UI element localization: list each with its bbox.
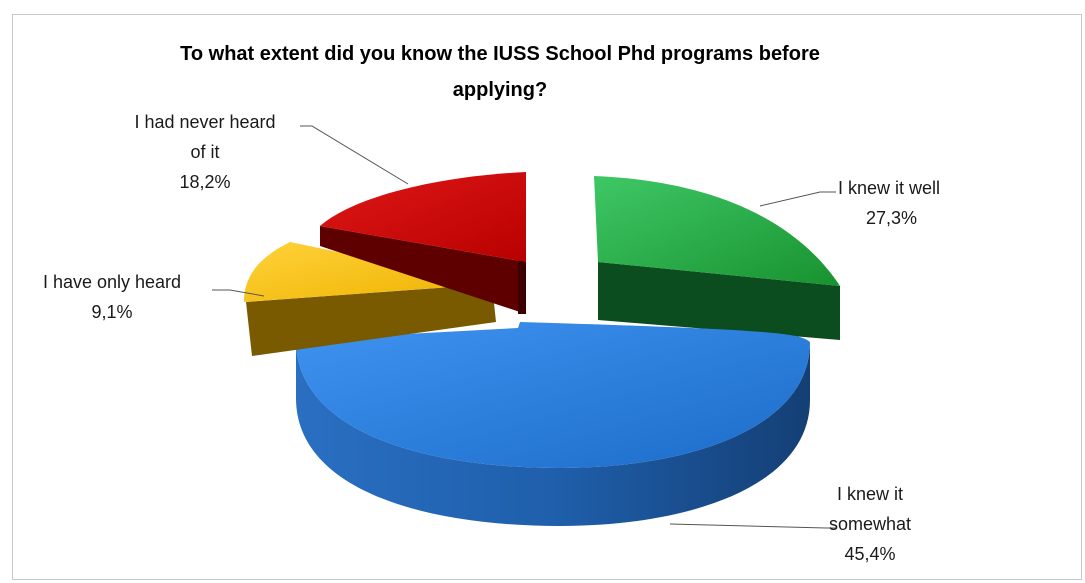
leader-line-knew-well — [759, 191, 836, 207]
pie-slice-only-heard-top — [244, 242, 492, 302]
label-never-heard-name-2: of it — [190, 142, 219, 162]
pie-slice-only-heard — [244, 242, 496, 356]
label-only-heard-value: 9,1% — [91, 302, 132, 322]
pie-slice-knew-somewhat-side — [296, 340, 810, 526]
leader-line-only-heard — [212, 289, 265, 297]
leader-line-never-heard — [300, 125, 409, 185]
pie-slice-knew-well-top — [594, 176, 840, 286]
pie-slice-never-heard-side-right — [518, 260, 526, 314]
pie-slice-knew-well-side — [598, 262, 840, 340]
label-knew-well-value: 27,3% — [866, 208, 917, 228]
label-knew-somewhat-name-1: I knew it — [837, 484, 903, 504]
label-only-heard-name: I have only heard — [43, 272, 181, 292]
leader-line-knew-somewhat — [669, 523, 836, 529]
pie-slice-never-heard-side-left — [320, 226, 526, 314]
label-knew-well-name: I knew it well — [838, 178, 940, 198]
pie-slice-never-heard — [320, 172, 526, 314]
pie-slice-never-heard-top — [320, 172, 526, 262]
chart-title-line-2: applying? — [452, 79, 548, 101]
label-never-heard-name-1: I had never heard — [134, 112, 275, 132]
pie-slice-knew-well — [594, 176, 840, 340]
chart-title-line-1: To what extent did you know the IUSS Sch… — [180, 43, 820, 65]
pie-slice-knew-somewhat — [296, 322, 810, 526]
label-knew-somewhat-value: 45,4% — [844, 544, 895, 564]
label-never-heard-value: 18,2% — [179, 172, 230, 192]
pie-slice-only-heard-side — [246, 284, 496, 356]
pie-slice-knew-somewhat-top — [296, 322, 810, 468]
label-knew-somewhat-name-2: somewhat — [829, 514, 911, 534]
